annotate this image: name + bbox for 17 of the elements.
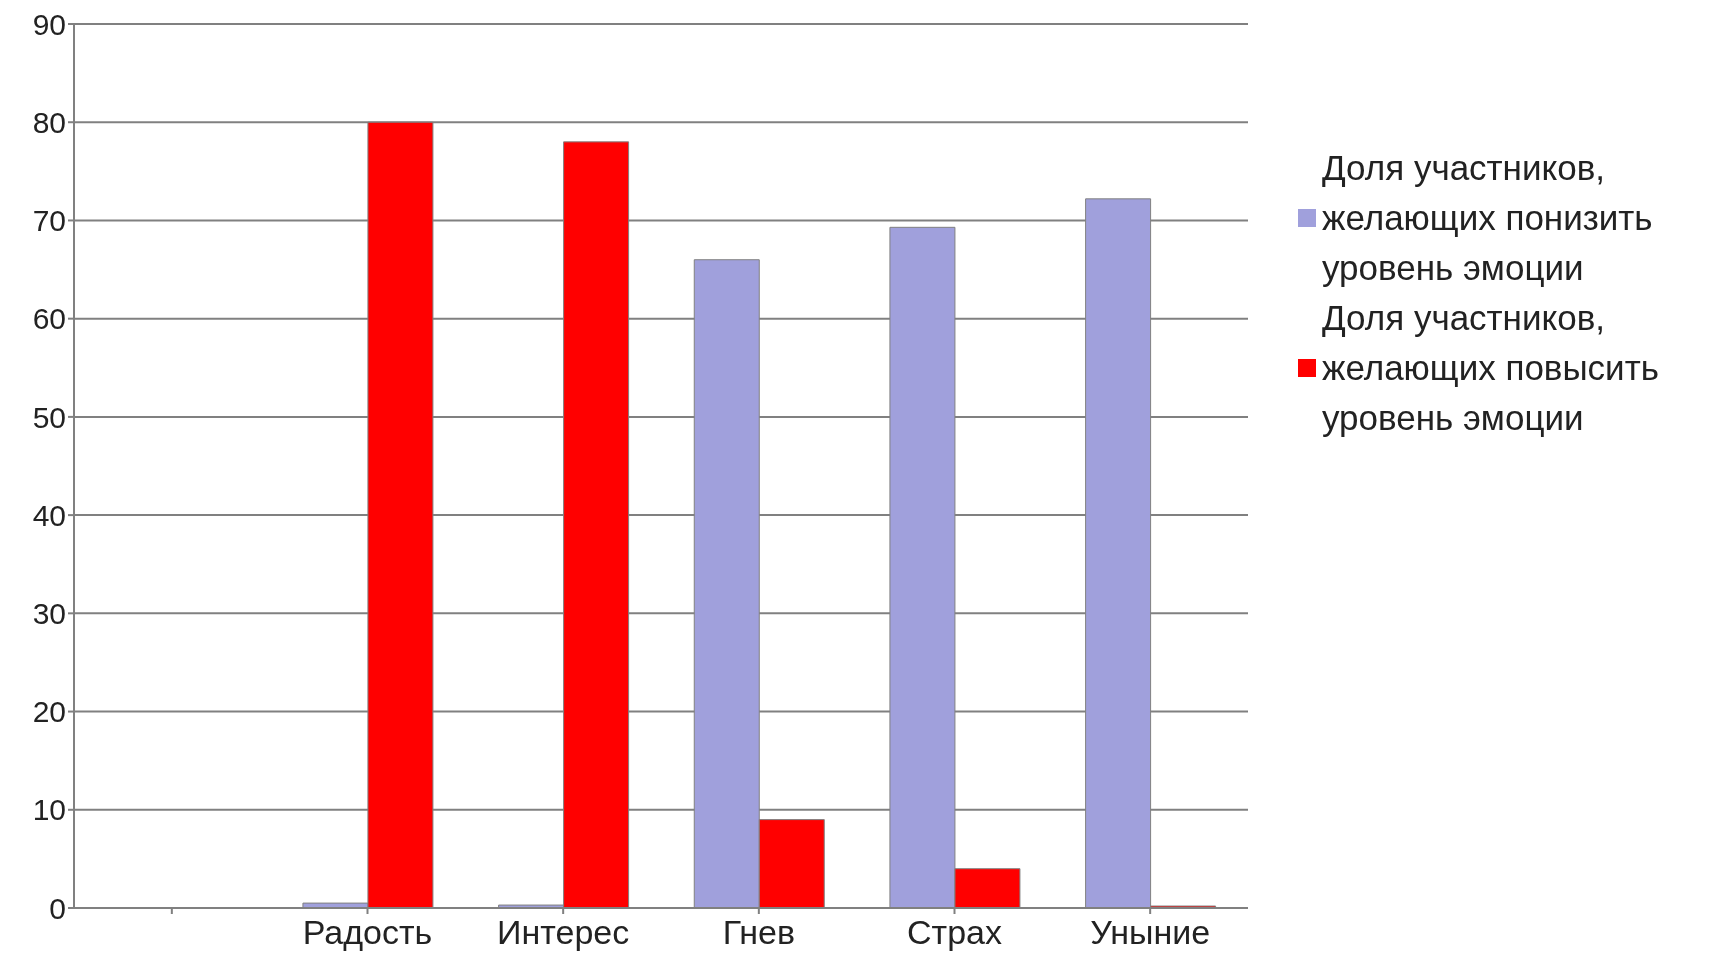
y-tick-label: 40	[32, 498, 66, 532]
y-tick-label: 60	[32, 302, 66, 336]
y-tick-label: 30	[32, 596, 66, 630]
x-tick-label: Уныние	[1090, 913, 1211, 952]
y-tick-label: 20	[32, 695, 66, 729]
y-tick-label: 50	[32, 400, 66, 434]
x-tick-label: Радость	[302, 913, 433, 952]
y-tick-label: 70	[32, 204, 66, 238]
x-tick-label: Гнев	[722, 913, 795, 952]
y-tick-label: 90	[32, 7, 66, 41]
legend-label: Доля участников, желающих понизить уровень эмоции	[1322, 147, 1654, 289]
x-tick-label: Страх	[907, 913, 1002, 952]
y-tick-label: 10	[32, 793, 66, 827]
legend-label: Доля участников, желающих повысить уровень эмоции	[1322, 297, 1660, 439]
y-tick-label: 0	[49, 891, 66, 925]
y-tick-label: 80	[32, 105, 66, 139]
x-tick-label: Интерес	[497, 913, 630, 952]
